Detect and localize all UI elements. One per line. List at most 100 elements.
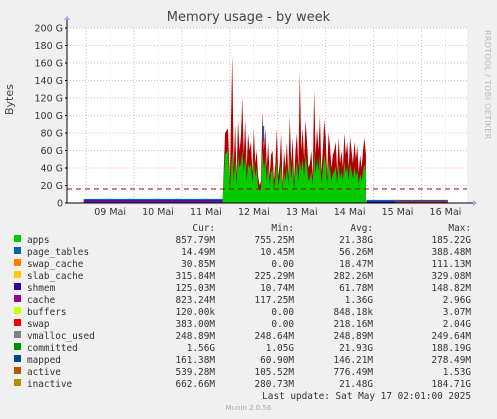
legend-row-swap: swap 383.00M 0.00 218.16M 2.04G [0,319,497,331]
cache-area-before [83,201,223,203]
munin-version: Munin 2.0.56 [225,404,272,412]
legend-name: shmem [27,283,56,294]
legend-min: 0.00 [271,319,294,330]
y-tick-label: 40 G [41,164,63,175]
legend-avg: 21.93G [339,343,373,354]
y-tick-label: 60 G [41,146,63,157]
legend-swatch [14,355,21,362]
legend-name: vmalloc_used [27,331,95,342]
legend-name: swap_cache [27,259,84,270]
legend-min: 755.25M [254,235,294,246]
legend-cur: 539.28M [175,367,215,378]
legend-avg: 61.78M [339,283,373,294]
legend-max: 1.53G [442,367,471,378]
legend-min: 1.05G [265,343,294,354]
legend-name: page_tables [27,247,90,258]
legend-swatch [14,319,21,326]
legend-row-page_tables: page_tables 14.49M 10.45M 56.26M 388.48M [0,247,497,259]
legend-name: mapped [27,355,61,366]
legend-swatch [14,331,21,338]
last-update: Last update: Sat May 17 02:01:00 2025 [262,391,471,402]
legend-min: 10.45M [260,247,294,258]
x-tick-label: 09 Mai [94,207,126,218]
swap-area-after [395,201,448,203]
legend-cur: 315.84M [175,271,215,282]
legend-avg: 1.36G [344,295,373,306]
legend-row-apps: apps 857.79M 755.25M 21.38G 185.22G [0,235,497,247]
legend-header-cur: Cur: [192,223,215,234]
legend-min: 0.00 [271,259,294,270]
legend-max: 2.96G [442,295,471,306]
legend-row-slab_cache: slab_cache 315.84M 225.29M 282.26M 329.08M [0,271,497,283]
legend-row-shmem: shmem 125.03M 10.74M 61.78M 148.82M [0,283,497,295]
legend-cur: 14.49M [181,247,215,258]
y-tick-label: 180 G [34,41,63,52]
apps-area [222,150,366,203]
inactive-area [222,54,366,203]
chart-title: Memory usage - by week [166,10,331,25]
legend-row-cache: cache 823.24M 117.25M 1.36G 2.96G [0,295,497,307]
legend-max: 148.82M [431,283,471,294]
legend-max: 249.64M [431,331,471,342]
y-tick-label: 120 G [34,94,63,105]
x-axis-arrow [473,200,477,206]
legend-swatch [14,271,21,278]
x-tick-label: 16 Mai [430,207,462,218]
legend-min: 117.25M [254,295,294,306]
legend-swatch [14,259,21,266]
grid-lines [67,27,467,203]
legend-row-vmalloc_used: vmalloc_used 248.89M 248.64M 248.89M 249.64M [0,331,497,343]
legend-avg: 248.89M [333,331,373,342]
legend-max: 184.71G [431,379,471,390]
legend-cur: 248.89M [175,331,215,342]
legend-avg: 18.47M [339,259,373,270]
legend-min: 225.29M [254,271,294,282]
axes [64,16,477,206]
legend-avg: 218.16M [333,319,373,330]
legend-avg: 21.38G [339,235,373,246]
series-areas [83,54,448,203]
legend-max: 3.07M [442,307,471,318]
legend-avg: 56.26M [339,247,373,258]
x-tick-label: 12 Mai [238,207,270,218]
legend-row-inactive: inactive 662.66M 280.73M 21.48G 184.71G [0,379,497,391]
legend-max: 2.04G [442,319,471,330]
x-tick-label: 13 Mai [286,207,318,218]
y-tick-label: 160 G [34,59,63,70]
legend-name: active [27,367,61,378]
legend-min: 0.00 [271,307,294,318]
legend-row-active: active 539.28M 105.52M 776.49M 1.53G [0,367,497,379]
legend-swatch [14,235,21,242]
legend-cur: 823.24M [175,295,215,306]
legend-swatch [14,379,21,386]
x-tick-label: 10 Mai [142,207,174,218]
legend-row-buffers: buffers 120.00k 0.00 848.18k 3.07M [0,307,497,319]
legend-max: 111.13M [431,259,471,270]
legend-avg: 21.48G [339,379,373,390]
y-tick-label: 100 G [34,111,63,122]
y-tick-label: 0 [57,199,63,210]
legend-cur: 662.66M [175,379,215,390]
legend-cur: 1.56G [186,343,215,354]
series-lines [67,126,467,202]
legend-swatch [14,283,21,290]
y-tick-label: 200 G [34,24,63,35]
legend-min: 248.64M [254,331,294,342]
legend-min: 10.74M [260,283,294,294]
legend-name: apps [27,235,50,246]
y-tick-label: 20 G [41,181,63,192]
rrdtool-credit: RRDTOOL / TOBI OETIKER [483,30,492,140]
legend-row-mapped: mapped 161.38M 60.90M 146.21M 278.49M [0,355,497,367]
x-tick-label: 11 Mai [190,207,222,218]
legend-swatch [14,295,21,302]
legend-min: 105.52M [254,367,294,378]
x-tick-label: 14 Mai [334,207,366,218]
legend-avg: 776.49M [333,367,373,378]
legend-avg: 848.18k [333,307,373,318]
legend-row-committed: committed 1.56G 1.05G 21.93G 188.19G [0,343,497,355]
y-tick-label: 80 G [41,129,63,140]
y-tick-label: 140 G [34,76,63,87]
legend-max: 185.22G [431,235,471,246]
legend-max: 388.48M [431,247,471,258]
